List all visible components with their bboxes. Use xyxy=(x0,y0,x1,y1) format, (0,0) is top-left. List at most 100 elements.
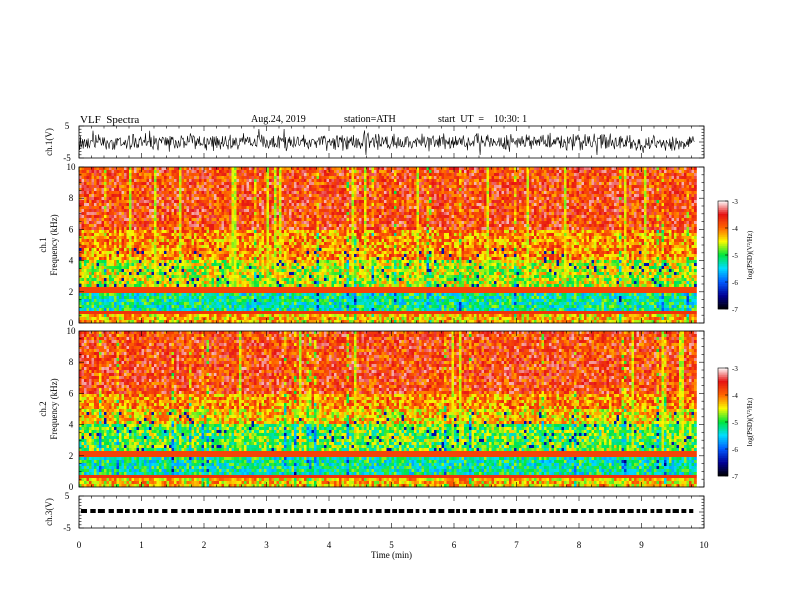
spectrogram-cell xyxy=(304,209,307,213)
spectrogram-cell xyxy=(181,233,185,237)
spectrogram-cell xyxy=(314,221,317,225)
spectrogram-cell xyxy=(289,317,292,321)
spectrogram-cell xyxy=(234,227,237,231)
spectrogram-cell xyxy=(119,269,122,273)
spectrogram-cell xyxy=(169,227,172,231)
spectrogram-cell xyxy=(234,200,237,204)
spectrogram-cell xyxy=(261,233,265,237)
spectrogram-cell xyxy=(89,299,92,303)
spectrogram-cell xyxy=(141,200,145,204)
spectrogram-cell xyxy=(306,269,310,273)
spectrogram-cell xyxy=(216,281,220,285)
spectrogram-cell xyxy=(204,206,207,210)
spectrogram-cell xyxy=(159,212,162,216)
spectrogram-cell xyxy=(79,254,82,258)
spectrogram-cell xyxy=(211,197,215,201)
spectrogram-cell xyxy=(121,215,125,219)
spectrogram-cell xyxy=(294,314,297,318)
spectrogram-cell xyxy=(284,266,287,270)
spectrogram-cell xyxy=(266,173,270,177)
spectrogram-cell xyxy=(189,233,192,237)
spectrogram-cell xyxy=(301,251,305,255)
spectrogram-cell xyxy=(109,194,112,198)
spectrogram-cell xyxy=(301,212,305,216)
spectrogram-cell xyxy=(176,317,180,321)
spectrogram-cell xyxy=(301,227,305,231)
spectrogram-cell xyxy=(306,194,310,198)
spectrogram-cell xyxy=(169,278,172,282)
spectrogram-cell xyxy=(124,203,127,207)
spectrogram-cell xyxy=(149,299,152,303)
spectrogram-cell xyxy=(201,269,205,273)
spectrogram-cell xyxy=(204,236,207,240)
spectrogram-cell xyxy=(161,305,165,309)
spectrogram-cell xyxy=(206,188,210,192)
spectrogram-cell xyxy=(164,221,167,225)
spectrogram-cell xyxy=(264,269,267,273)
spectrogram-cell xyxy=(126,296,130,300)
spectrogram-cell xyxy=(231,248,235,252)
spectrogram-cell xyxy=(211,227,215,231)
spectrogram-cell xyxy=(84,203,87,207)
spectrogram-cell xyxy=(311,227,315,231)
spectrogram-cell xyxy=(99,302,102,306)
spectrogram-cell xyxy=(144,281,147,285)
spectrogram-cell xyxy=(181,176,185,180)
spectrogram-cell xyxy=(231,263,235,267)
spectrogram-cell xyxy=(239,224,242,228)
spectrogram-cell xyxy=(309,224,312,228)
spectrogram-cell xyxy=(214,293,217,297)
spectrogram-cell xyxy=(109,212,112,216)
spectrogram-cell xyxy=(179,314,182,318)
spectrogram-cell xyxy=(316,308,320,312)
spectrogram-cell xyxy=(186,227,190,231)
spectrogram-cell xyxy=(89,275,92,279)
spectrogram-cell xyxy=(291,170,295,174)
spectrogram-cell xyxy=(316,248,320,252)
spectrogram-cell xyxy=(134,194,137,198)
spectrogram-cell xyxy=(186,239,190,243)
spectrogram-cell xyxy=(294,212,297,216)
spectrogram-cell xyxy=(174,188,177,192)
spectrogram-cell xyxy=(254,281,257,285)
spectrogram-cell xyxy=(314,185,317,189)
spectrogram-cell xyxy=(184,179,187,183)
spectrogram-cell xyxy=(281,248,285,252)
spectrogram-cell xyxy=(96,230,100,234)
spectrogram-cell xyxy=(136,311,140,315)
spectrogram-cell xyxy=(194,209,197,213)
spectrogram-cell xyxy=(276,314,280,318)
spectrogram-cell xyxy=(244,200,247,204)
spectrogram-cell xyxy=(219,197,222,201)
spectrogram-cell xyxy=(86,281,90,285)
spectrogram-cell xyxy=(291,314,295,318)
spectrogram-cell xyxy=(266,305,270,309)
spectrogram-cell xyxy=(84,302,87,306)
spectrogram-cell xyxy=(161,266,165,270)
spectrogram-cell xyxy=(296,293,300,297)
spectrogram-cell xyxy=(214,173,217,177)
spectrogram-cell xyxy=(269,317,272,321)
spectrogram-cell xyxy=(181,311,185,315)
spectrogram-cell xyxy=(194,179,197,183)
spectrogram-cell xyxy=(116,314,120,318)
spectrogram-cell xyxy=(174,299,177,303)
spectrogram-cell xyxy=(204,257,207,261)
spectrogram-cell xyxy=(269,305,272,309)
spectrogram-cell xyxy=(94,248,97,252)
spectrogram-cell xyxy=(316,170,320,174)
spectrogram-cell xyxy=(106,260,110,264)
spectrogram-cell xyxy=(206,263,210,267)
spectrogram-cell xyxy=(149,203,152,207)
spectrogram-cell xyxy=(156,182,160,186)
spectrogram-cell xyxy=(306,251,310,255)
spectrogram-cell xyxy=(159,167,162,171)
spectrogram-cell xyxy=(111,284,115,288)
spectrogram-cell xyxy=(169,236,172,240)
spectrogram-cell xyxy=(264,194,267,198)
spectrogram-cell xyxy=(84,266,87,270)
spectrogram-cell xyxy=(199,263,202,267)
spectrogram-cell xyxy=(111,170,115,174)
spectrogram-cell xyxy=(184,209,187,213)
spectrogram-cell xyxy=(151,287,155,291)
